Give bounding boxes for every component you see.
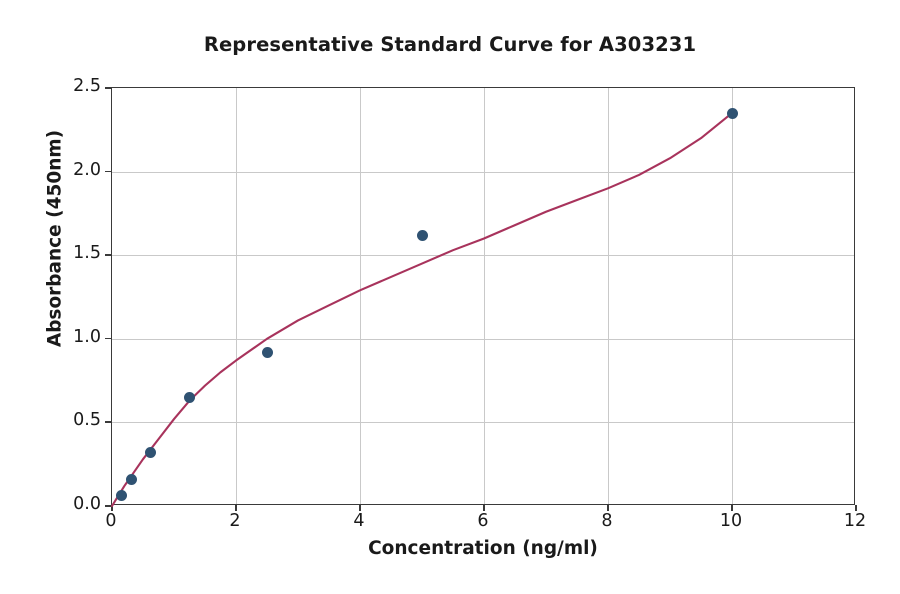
gridline-vertical (236, 88, 237, 504)
data-point (416, 229, 428, 241)
y-axis-tick-label: 0.0 (73, 494, 101, 514)
x-axis-tick-mark (607, 505, 609, 511)
y-axis-tick-mark (105, 170, 111, 173)
y-axis-tick-label: 2.0 (73, 159, 101, 180)
x-axis-tick-label: 4 (353, 511, 365, 531)
y-axis-tick-mark (105, 87, 111, 89)
x-axis-tick-mark (235, 505, 237, 511)
x-axis-tick-mark (483, 505, 485, 511)
gridline-vertical (484, 88, 485, 504)
y-axis-tick-label: 1.0 (73, 326, 101, 347)
y-axis-tick-label: 1.5 (73, 243, 101, 264)
x-axis-tick-label: 8 (601, 511, 613, 531)
x-axis-tick-label: 6 (477, 511, 489, 531)
gridline-horizontal (112, 422, 854, 424)
x-axis-tick-mark (731, 505, 733, 511)
chart-title: Representative Standard Curve for A30323… (203, 33, 697, 56)
data-point (261, 346, 273, 358)
data-point (125, 473, 137, 485)
y-axis-tick-mark (105, 421, 111, 423)
data-point (116, 490, 128, 502)
gridline-vertical (360, 88, 361, 504)
y-axis-tick-mark (105, 254, 111, 256)
x-axis-tick-mark (111, 505, 113, 511)
y-axis-tick-mark (105, 505, 111, 507)
y-axis-tick-label: 0.5 (73, 410, 101, 431)
y-axis-tick-mark (105, 337, 111, 340)
x-axis-label: Concentration (ng/ml) (368, 538, 598, 559)
x-axis-tick-label: 2 (229, 511, 241, 531)
plot-area (110, 87, 856, 508)
data-point (726, 107, 738, 119)
gridline-horizontal (112, 171, 854, 173)
data-points-layer (112, 88, 856, 506)
x-axis-tick-mark (855, 505, 857, 511)
gridline-vertical (732, 88, 733, 504)
data-point (145, 446, 157, 458)
y-axis-tick-labels: 0.0 0.5 1.0 1.5 2.0 2.5 (33, 0, 101, 594)
gridline-horizontal (112, 255, 854, 257)
x-axis-tick-mark (359, 505, 361, 511)
x-axis-tick-label: 0 (105, 511, 117, 531)
x-axis-tick-label: 12 (843, 511, 867, 531)
y-axis-tick-label: 2.5 (73, 76, 101, 96)
data-point (184, 391, 195, 403)
gridline-vertical (608, 88, 609, 504)
gridline-horizontal (112, 338, 854, 340)
x-axis-tick-label: 10 (719, 511, 743, 531)
